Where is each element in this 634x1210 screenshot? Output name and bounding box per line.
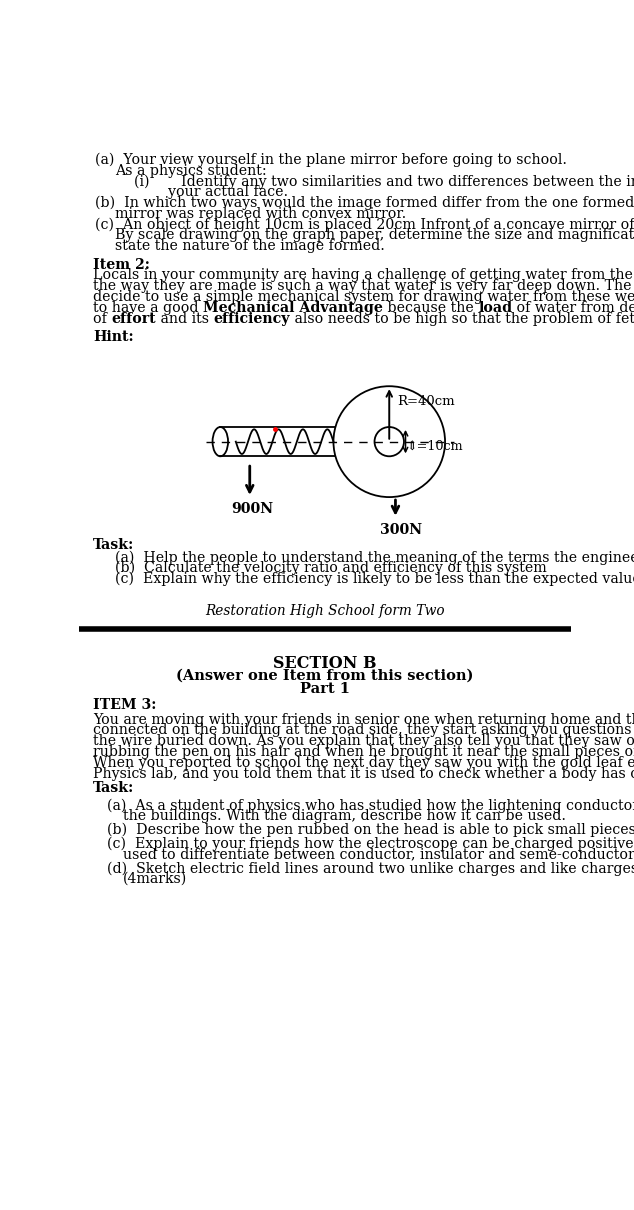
- Text: As a physics student:: As a physics student:: [115, 163, 267, 178]
- Text: (c)  An object of height 10cm is placed 20cm Infront of a concave mirror of foca: (c) An object of height 10cm is placed 2…: [94, 218, 634, 232]
- Text: (c)  Explain to your friends how the electroscope can be charged positively also: (c) Explain to your friends how the elec…: [107, 836, 634, 851]
- Text: load: load: [478, 301, 512, 315]
- Text: By scale drawing on the graph paper, determine the size and magnification of the: By scale drawing on the graph paper, det…: [115, 229, 634, 242]
- Text: the buildings. With the diagram, describe how it can be used.: the buildings. With the diagram, describ…: [122, 809, 566, 823]
- Text: Locals in your community are having a challenge of getting water from the deep-w: Locals in your community are having a ch…: [93, 269, 634, 282]
- Text: connected on the building at the road side, they start asking you questions why : connected on the building at the road si…: [93, 724, 634, 737]
- Text: Physics lab, and you told them that it is used to check whether a body has charg: Physics lab, and you told them that it i…: [93, 767, 634, 780]
- Text: and its: and its: [156, 311, 214, 325]
- Text: (b)  Describe how the pen rubbed on the head is able to pick small pieces of pap: (b) Describe how the pen rubbed on the h…: [107, 823, 634, 837]
- Text: (a)  As a student of physics who has studied how the lightening conductor is use: (a) As a student of physics who has stud…: [107, 799, 634, 813]
- Text: to have a good: to have a good: [93, 301, 204, 315]
- Text: Restoration High School form Two: Restoration High School form Two: [205, 604, 444, 618]
- Text: of: of: [93, 311, 112, 325]
- Text: the wire buried down. As you explain that they also tell you that they saw one o: the wire buried down. As you explain tha…: [93, 734, 634, 748]
- Text: SECTION B: SECTION B: [273, 655, 377, 672]
- Text: (b)  In which two ways would the image formed differ from the one formed in a(i): (b) In which two ways would the image fo…: [94, 196, 634, 211]
- Text: of water from deep there requires a lot: of water from deep there requires a lot: [512, 301, 634, 315]
- Text: You are moving with your friends in senior one when returning home and they see : You are moving with your friends in seni…: [93, 713, 634, 727]
- Text: When you reported to school the next day they saw you with the gold leaf electro: When you reported to school the next day…: [93, 756, 634, 770]
- Text: (Answer one Item from this section): (Answer one Item from this section): [176, 669, 474, 682]
- Text: Item 2:: Item 2:: [93, 258, 150, 271]
- Text: state the nature of the image formed.: state the nature of the image formed.: [115, 240, 385, 253]
- Text: (d)  Sketch electric field lines around two unlike charges and like charges next: (d) Sketch electric field lines around t…: [107, 862, 634, 876]
- Text: also needs to be high so that the problem of fetching water is simplified.: also needs to be high so that the proble…: [290, 311, 634, 325]
- Text: (a)  Help the people to understand the meaning of the terms the engineer mention: (a) Help the people to understand the me…: [115, 551, 634, 565]
- Text: efficiency: efficiency: [214, 311, 290, 325]
- Text: Task:: Task:: [93, 538, 134, 552]
- Text: (i)       Identify any two similarities and two differences between the image fo: (i) Identify any two similarities and tw…: [134, 174, 634, 189]
- Text: 900N: 900N: [231, 502, 273, 515]
- Text: decide to use a simple mechanical system for drawing water from these wells. Thi: decide to use a simple mechanical system…: [93, 290, 634, 304]
- Text: Hint:: Hint:: [93, 330, 134, 344]
- Text: (c)  Explain why the efficiency is likely to be less than the expected value.: (c) Explain why the efficiency is likely…: [115, 572, 634, 586]
- Text: Part 1: Part 1: [300, 682, 350, 696]
- Text: (b)  Calculate the velocity ratio and efficiency of this system: (b) Calculate the velocity ratio and eff…: [115, 561, 547, 576]
- Text: ⇕=10cm: ⇕=10cm: [406, 439, 463, 453]
- Text: R=40cm: R=40cm: [397, 396, 455, 409]
- Text: (4marks): (4marks): [122, 872, 187, 886]
- Text: because the: because the: [383, 301, 478, 315]
- Text: the way they are made is such a way that water is very far deep down. The engine: the way they are made is such a way that…: [93, 280, 634, 293]
- Text: Task:: Task:: [93, 782, 134, 795]
- Text: rubbing the pen on his hair and when he brought it near the small pieces of pape: rubbing the pen on his hair and when he …: [93, 745, 634, 759]
- Text: Mechanical Advantage: Mechanical Advantage: [204, 301, 383, 315]
- Text: effort: effort: [112, 311, 156, 325]
- Text: ITEM 3:: ITEM 3:: [93, 698, 157, 711]
- Text: mirror was replaced with convex mirror.: mirror was replaced with convex mirror.: [115, 207, 406, 220]
- Text: (a)  Your view yourself in the plane mirror before going to school.: (a) Your view yourself in the plane mirr…: [94, 152, 567, 167]
- Text: 300N: 300N: [380, 523, 422, 536]
- Text: your actual face.: your actual face.: [167, 185, 288, 200]
- Text: used to differentiate between conductor, insulator and seme-conductors: used to differentiate between conductor,…: [122, 847, 634, 862]
